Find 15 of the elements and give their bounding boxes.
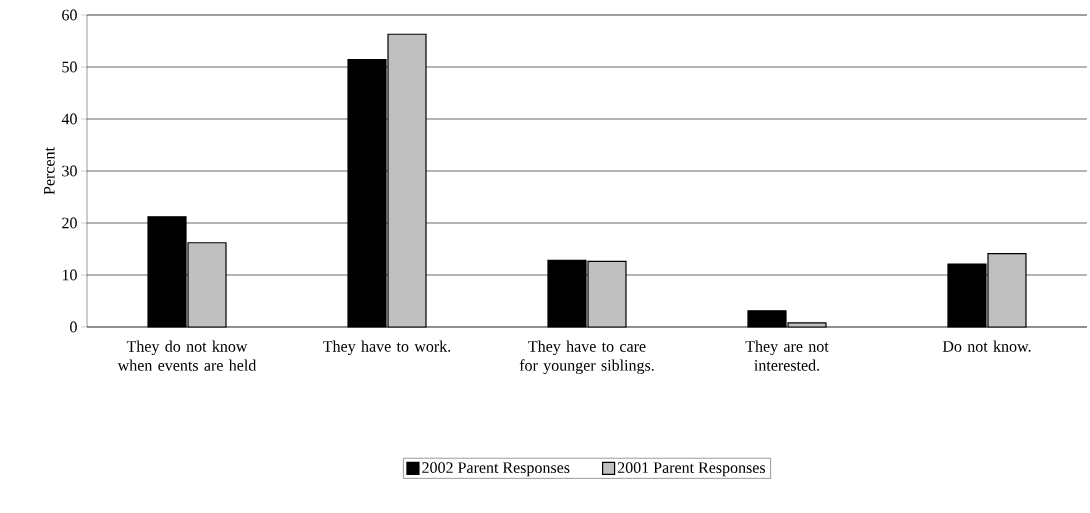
y-tick-label: 40 (61, 113, 77, 125)
y-tick-label: 0 (70, 321, 77, 333)
y-tick-label: 30 (62, 165, 77, 177)
x-tick-label: Do not know. (942, 340, 1031, 352)
y-axis-title: Percent (43, 147, 55, 195)
y-tick-label: 10 (62, 269, 77, 281)
x-tick-label: They do not know when events are held (117, 340, 257, 371)
x-tick-label: They are not interested. (745, 340, 829, 371)
y-tick-label: 50 (62, 61, 77, 73)
x-tick-label: They have to care for younger siblings. (519, 340, 654, 375)
legend-label: 2002 Parent Responses (422, 462, 570, 477)
y-tick-label: 60 (62, 9, 77, 21)
x-tick-label: They have to work. (323, 340, 451, 356)
y-tick-label: 20 (62, 217, 77, 229)
legend-label: 2001 Parent Responses (617, 462, 766, 477)
